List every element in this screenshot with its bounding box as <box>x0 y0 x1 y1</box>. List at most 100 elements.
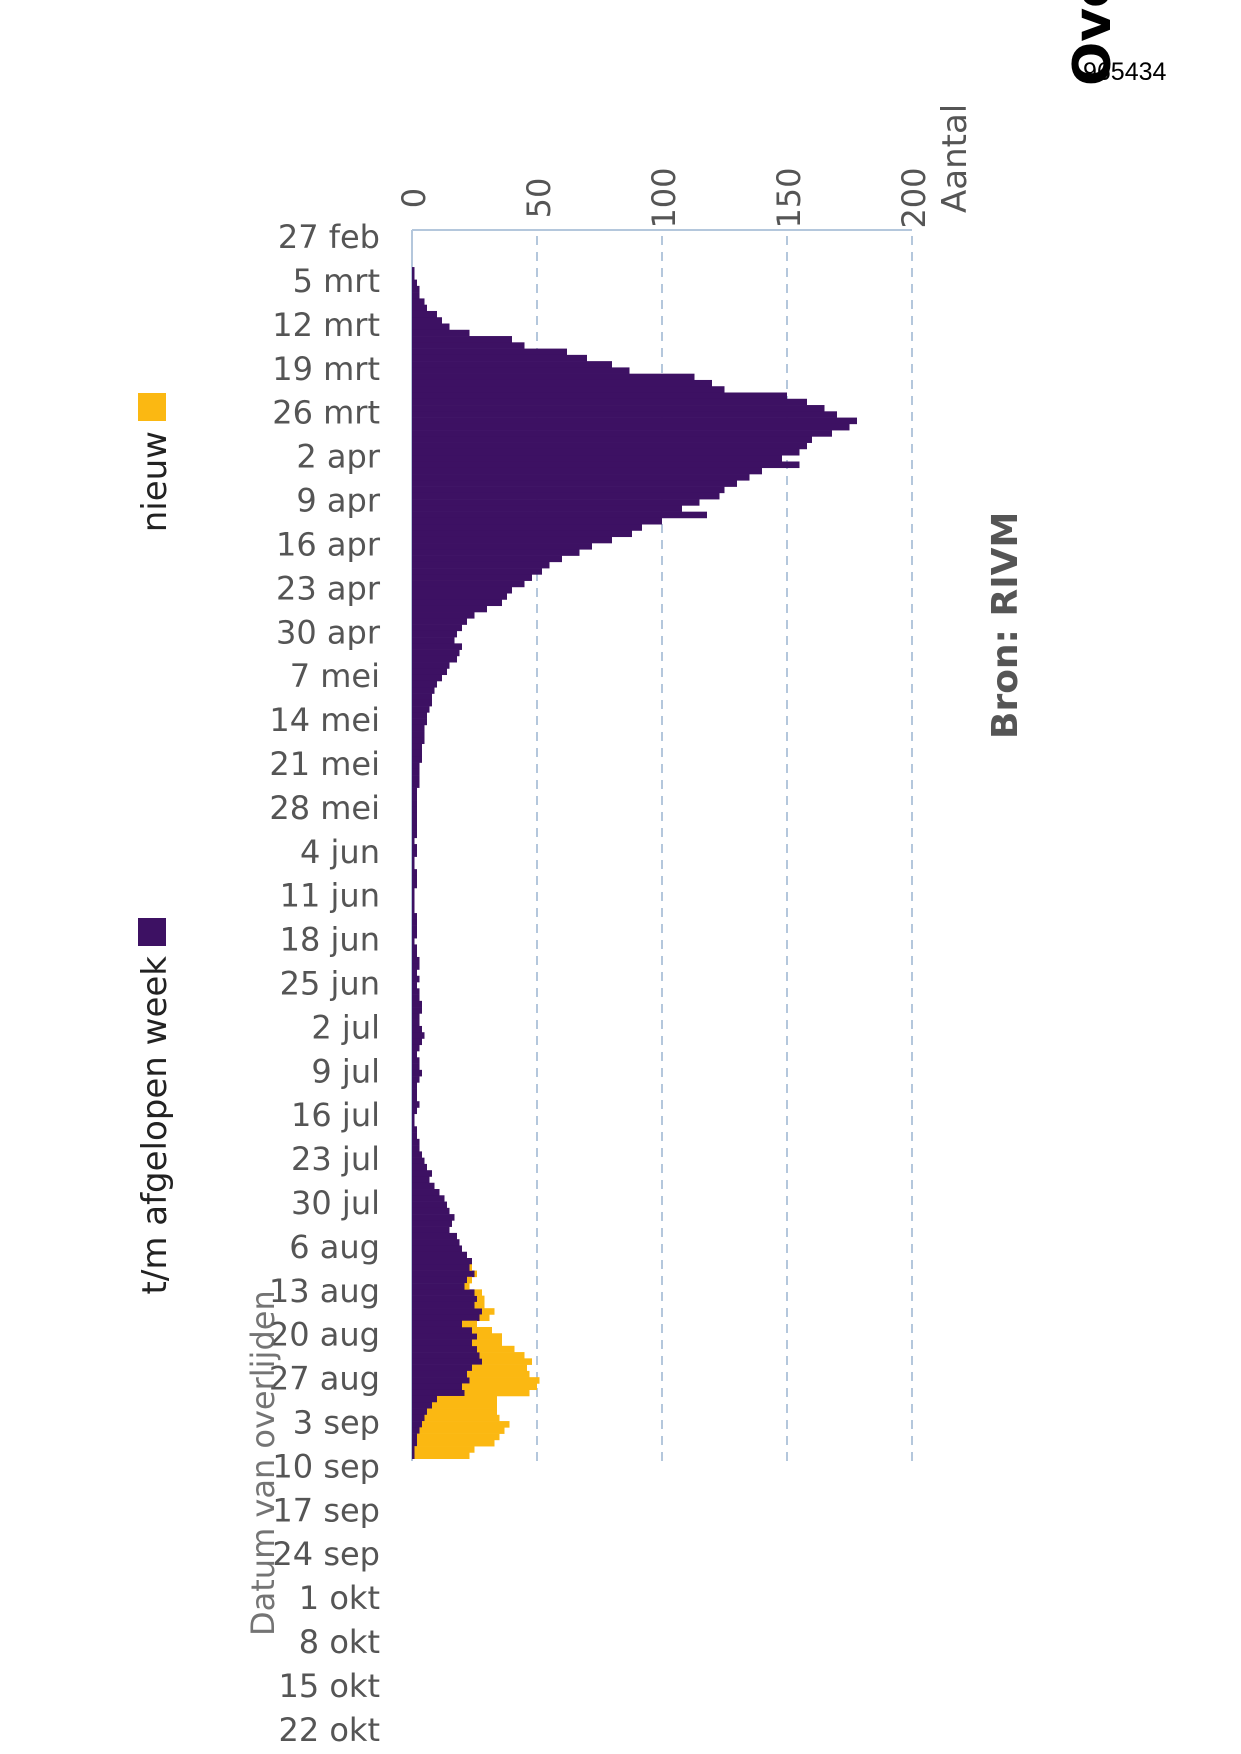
bar-t-m-afgelopen-week <box>412 398 807 406</box>
bar-t-m-afgelopen-week <box>412 743 422 751</box>
bar-t-m-afgelopen-week <box>412 1352 480 1359</box>
bar-t-m-afgelopen-week <box>412 1308 482 1315</box>
bar-t-m-afgelopen-week <box>412 1007 422 1014</box>
x-tick-label: 1 okt <box>299 1579 380 1617</box>
bar-t-m-afgelopen-week <box>412 1113 415 1121</box>
x-axis-title: Datum van overlijden <box>244 1290 282 1636</box>
y-tick-label: 0 <box>395 188 433 208</box>
bar-t-m-afgelopen-week <box>412 1326 472 1334</box>
y-axis-tick-labels: 0 50 100 150 200 <box>395 167 933 228</box>
bar-t-m-afgelopen-week <box>412 1126 417 1133</box>
bar-t-m-afgelopen-week <box>412 975 420 983</box>
bar-t-m-afgelopen-week <box>412 405 825 412</box>
bar-t-m-afgelopen-week <box>412 1220 452 1227</box>
bar-t-m-afgelopen-week <box>412 1032 425 1039</box>
bar-t-m-afgelopen-week <box>412 1433 417 1441</box>
bar-t-m-afgelopen-week <box>412 1157 425 1165</box>
bar-t-m-afgelopen-week <box>412 549 580 556</box>
y-tick-label: 150 <box>770 167 808 228</box>
bar-t-m-afgelopen-week <box>412 436 812 443</box>
bar-t-m-afgelopen-week <box>412 505 682 512</box>
x-tick-label: 30 apr <box>276 613 381 651</box>
bar-t-m-afgelopen-week <box>412 712 427 719</box>
bar-t-m-afgelopen-week <box>412 775 420 782</box>
bar-t-m-afgelopen-week <box>412 643 462 650</box>
bar-t-m-afgelopen-week <box>412 317 442 324</box>
bar-t-m-afgelopen-week <box>412 1295 477 1303</box>
x-tick-label: 19 mrt <box>272 350 380 388</box>
bar-t-m-afgelopen-week <box>412 342 525 349</box>
bar-t-m-afgelopen-week <box>412 649 460 657</box>
chart-title: Overledenen per dag vanaf 27 februari 20… <box>1063 0 1123 86</box>
bar-t-m-afgelopen-week <box>412 267 415 274</box>
bar-t-m-afgelopen-week <box>412 781 420 788</box>
bar-t-m-afgelopen-week <box>412 279 417 287</box>
bar-t-m-afgelopen-week <box>412 273 415 280</box>
bar-t-m-afgelopen-week <box>412 329 470 337</box>
bar-t-m-afgelopen-week <box>412 693 432 701</box>
bar-t-m-afgelopen-week <box>412 1339 472 1347</box>
bar-t-m-afgelopen-week <box>412 887 415 895</box>
bar-nieuw <box>414 1446 475 1453</box>
bar-t-m-afgelopen-week <box>412 423 850 431</box>
bar-t-m-afgelopen-week <box>412 448 800 456</box>
bar-t-m-afgelopen-week <box>412 1264 470 1271</box>
bar-t-m-afgelopen-week <box>412 1389 465 1397</box>
bar-t-m-afgelopen-week <box>412 1013 420 1020</box>
bar-t-m-afgelopen-week <box>412 994 420 1002</box>
bar-t-m-afgelopen-week <box>412 624 462 632</box>
bar-t-m-afgelopen-week <box>412 1283 465 1290</box>
bar-nieuw <box>427 1408 497 1416</box>
bar-t-m-afgelopen-week <box>412 392 787 400</box>
bar-nieuw <box>474 1301 485 1309</box>
bar-t-m-afgelopen-week <box>412 837 415 845</box>
bar-t-m-afgelopen-week <box>412 1088 417 1096</box>
bar-t-m-afgelopen-week <box>412 1182 435 1190</box>
bar-t-m-afgelopen-week <box>412 618 467 625</box>
bar-t-m-afgelopen-week <box>412 881 417 889</box>
bar-t-m-afgelopen-week <box>412 348 567 356</box>
x-tick-label: 26 mrt <box>272 394 380 432</box>
bar-t-m-afgelopen-week <box>412 982 417 989</box>
bar-t-m-afgelopen-week <box>412 1132 417 1140</box>
bar-t-m-afgelopen-week <box>412 1245 462 1253</box>
legend: nieuw t/m afgelopen week <box>135 393 175 1294</box>
bar-nieuw <box>477 1295 485 1303</box>
bar-t-m-afgelopen-week <box>412 417 857 425</box>
bar-nieuw <box>472 1326 492 1334</box>
bar-t-m-afgelopen-week <box>412 1189 440 1196</box>
x-tick-label: 21 mei <box>269 745 380 783</box>
bar-t-m-afgelopen-week <box>412 806 417 814</box>
bar-nieuw <box>472 1339 502 1347</box>
bar-t-m-afgelopen-week <box>412 944 417 951</box>
x-tick-label: 9 apr <box>296 482 380 520</box>
bar-nieuw <box>482 1308 495 1315</box>
x-tick-label: 18 jun <box>280 921 380 959</box>
x-tick-label: 24 sep <box>272 1535 380 1573</box>
bar-t-m-afgelopen-week <box>412 1402 432 1409</box>
bar-t-m-afgelopen-week <box>412 931 417 939</box>
bar-t-m-afgelopen-week <box>412 737 425 745</box>
bar-t-m-afgelopen-week <box>412 1170 432 1177</box>
bar-t-m-afgelopen-week <box>412 1094 417 1102</box>
bar-t-m-afgelopen-week <box>412 1270 475 1278</box>
bar-t-m-afgelopen-week <box>412 963 420 970</box>
bar-t-m-afgelopen-week <box>412 825 417 832</box>
bar-nieuw <box>417 1433 500 1441</box>
bar-nieuw <box>422 1421 510 1428</box>
document-id: 965434 <box>1083 58 1167 86</box>
x-tick-label: 27 aug <box>269 1360 380 1398</box>
x-tick-label: 22 okt <box>278 1711 380 1749</box>
y-tick-label: 200 <box>895 167 933 228</box>
legend-swatch-t-m-afgelopen-week <box>138 918 166 946</box>
bar-t-m-afgelopen-week <box>412 724 425 732</box>
x-axis-tick-labels: 27 feb 5 mrt 12 mrt 19 mrt 26 mrt 2 apr 9 apr 1… <box>269 218 381 1749</box>
bar-t-m-afgelopen-week <box>412 561 550 569</box>
bar-t-m-afgelopen-week <box>412 1076 420 1083</box>
bar-t-m-afgelopen-week <box>412 292 420 299</box>
bar-t-m-afgelopen-week <box>412 1226 450 1234</box>
y-axis-title: Aantal <box>935 104 975 213</box>
bar-nieuw <box>469 1377 540 1384</box>
legend-label-nieuw: nieuw <box>135 431 175 532</box>
